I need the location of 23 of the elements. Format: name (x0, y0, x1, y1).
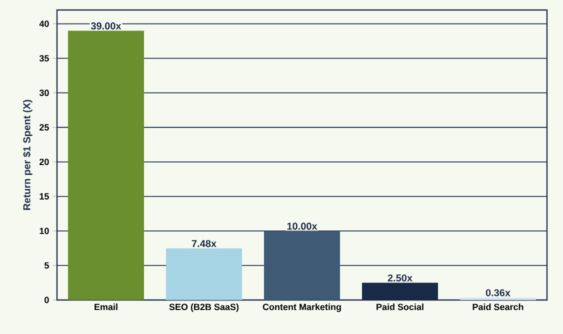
x-tick-label: Content Marketing (262, 304, 341, 312)
bar (264, 230, 340, 300)
y-tick-label: 40 (39, 20, 49, 27)
y-tick-label: 20 (40, 158, 49, 166)
y-tick-label: 15 (40, 193, 49, 200)
x-tick-label: SEO (B2B SaaS) (169, 304, 239, 312)
y-tick-label: 10 (40, 228, 49, 234)
y-tick-label: 0 (44, 296, 49, 304)
y-tick-label: 25 (40, 124, 49, 131)
x-tick-label: Paid Search (472, 304, 524, 310)
data-label: 7.48x (192, 240, 216, 248)
y-tick-label: 30 (39, 90, 49, 96)
data-label: 10.00x (287, 222, 318, 230)
x-tick-label: Paid Social (376, 304, 424, 310)
y-tick-label: 35 (39, 55, 49, 62)
bar (68, 30, 144, 300)
data-label: 0.36x (486, 289, 510, 296)
data-label: 2.50x (388, 274, 412, 282)
x-tick-label: Email (94, 304, 118, 310)
y-axis-title: Return per $1 Spent (X) (22, 100, 32, 210)
y-tick-label: 5 (44, 262, 49, 269)
bar (166, 248, 242, 300)
data-label: 39.00x (90, 22, 122, 30)
